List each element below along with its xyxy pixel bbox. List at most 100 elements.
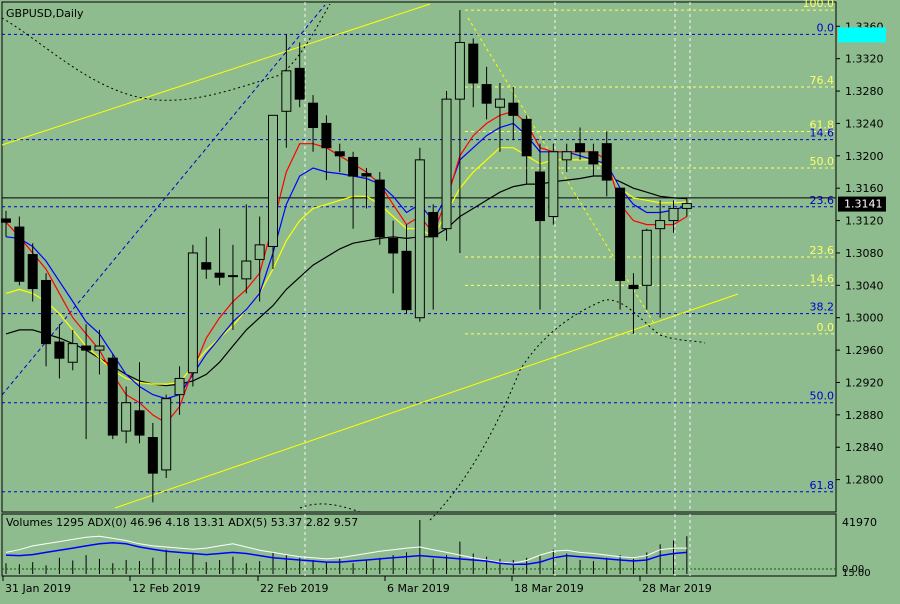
price-tick-label: 1.2920 [845, 376, 884, 389]
candle-bearish [348, 156, 359, 177]
candle-bearish [401, 250, 412, 311]
candle-bullish [121, 402, 132, 432]
candle-bullish [641, 229, 652, 286]
lower-band-curve-small [299, 503, 361, 513]
price-tick-label: 1.2880 [845, 409, 884, 422]
indicator-axis-bottom: 0.00 [842, 564, 864, 575]
candle-bearish [374, 179, 385, 238]
fib-level-label: 38.2 [810, 301, 835, 314]
candle-bullish [441, 98, 452, 230]
price-tick-label: 1.3240 [845, 117, 884, 130]
candle-bullish [414, 159, 425, 319]
current-price-label: 1.3141 [844, 198, 883, 211]
fibonacci-levels: 100.00.076.461.814.650.023.623.614.638.2… [2, 0, 836, 493]
time-tick-label: 12 Feb 2019 [132, 582, 200, 595]
blue-dashed-trendline [1, 4, 326, 396]
candle-bearish [388, 237, 399, 254]
candle-bearish [107, 357, 118, 436]
indicator-axis-top: 41970 [842, 516, 877, 529]
candle-bearish [361, 173, 372, 177]
candle-bearish [147, 437, 158, 474]
candle-bullish [94, 345, 105, 351]
price-tick-label: 1.2960 [845, 344, 884, 357]
candle-bearish [308, 102, 319, 128]
candle-bullish [561, 151, 572, 161]
candle-bullish [494, 98, 505, 108]
fib-level-label: 76.4 [810, 74, 835, 87]
price-tick-label: 1.3320 [845, 53, 884, 66]
candle-bullish [227, 275, 238, 278]
price-tick-label: 1.3080 [845, 247, 884, 260]
ma-yellow-line [5, 147, 687, 385]
candle-bearish [521, 118, 532, 157]
fib-level-label: 50.0 [810, 390, 835, 403]
candle-bullish [187, 252, 198, 374]
candle-bullish [161, 398, 172, 471]
time-tick-label: 22 Feb 2019 [260, 582, 328, 595]
candle-bullish [67, 343, 78, 363]
candle-bullish [254, 244, 265, 260]
ma-black-line [5, 175, 687, 387]
candle-bearish [27, 254, 38, 290]
trendlines [1, 3, 739, 521]
fib-level-label: 14.6 [810, 272, 835, 285]
fib-level-label: 0.0 [817, 321, 835, 334]
candle-bearish [41, 279, 52, 345]
candles [1, 10, 692, 503]
price-tick-label: 1.3280 [845, 85, 884, 98]
candle-bearish [628, 284, 639, 290]
current-price-box [838, 196, 886, 212]
candle-bearish [201, 262, 212, 270]
candle-bullish [668, 207, 679, 222]
candle-bearish [428, 211, 439, 238]
ma-blue-line [5, 122, 688, 400]
candle-bullish [655, 220, 666, 230]
candle-bearish [615, 187, 626, 281]
price-axis: 1.3360 1.3320 1.3280 1.3240 1.3200 1.3160 1.31… [836, 20, 886, 487]
candle-bullish [454, 41, 465, 100]
candle-bullish [174, 377, 185, 396]
candle-bearish [334, 151, 345, 157]
candle-bearish [14, 226, 25, 282]
fib-level-label: 100.0 [803, 0, 835, 10]
time-tick-label: 18 Mar 2019 [514, 582, 584, 595]
candle-bearish [588, 151, 599, 165]
indicator-title: Volumes 1295 ADX(0) 46.96 4.18 13.31 ADX… [6, 516, 358, 529]
indicator-axis-bottom-2: 15.00 [842, 568, 871, 579]
bid-price-box [838, 27, 886, 43]
fib-level-label: 61.8 [810, 479, 835, 492]
price-tick-label: 1.2840 [845, 441, 884, 454]
candle-bullish [681, 203, 692, 209]
time-tick-label: 31 Jan 2019 [5, 582, 71, 595]
ma-red-line [5, 110, 688, 424]
candle-bearish [601, 143, 612, 181]
candle-bearish [294, 67, 305, 100]
time-axis: 31 Jan 2019 12 Feb 2019 22 Feb 2019 6 Mar 2… [2, 576, 712, 595]
candle-bearish [535, 171, 545, 222]
time-tick-label: 6 Mar 2019 [387, 582, 450, 595]
price-tick-label: 1.3040 [845, 279, 884, 292]
adx-signal-line [5, 541, 687, 566]
price-tick-label: 1.3160 [845, 182, 884, 195]
fib-level-label: 14.6 [810, 127, 835, 140]
candle-bullish [241, 260, 252, 280]
lower-trendline [114, 293, 739, 509]
price-tick-label: 1.3000 [845, 312, 884, 325]
indicator-frame [1, 513, 837, 577]
candle-bullish [268, 114, 278, 247]
fib-level-label: 0.0 [817, 21, 835, 34]
candle-bullish [281, 70, 292, 112]
candle-bearish [468, 43, 479, 84]
time-tick-label: 28 Mar 2019 [642, 582, 712, 595]
bid-price-label: 1.3360 [846, 28, 885, 41]
candle-bearish [134, 410, 145, 436]
candle-bearish [54, 341, 65, 359]
candle-bearish [508, 102, 519, 116]
candle-bearish [321, 122, 332, 149]
candle-bearish [1, 218, 11, 223]
price-tick-label: 1.3120 [845, 215, 884, 228]
candle-bearish [81, 345, 92, 351]
